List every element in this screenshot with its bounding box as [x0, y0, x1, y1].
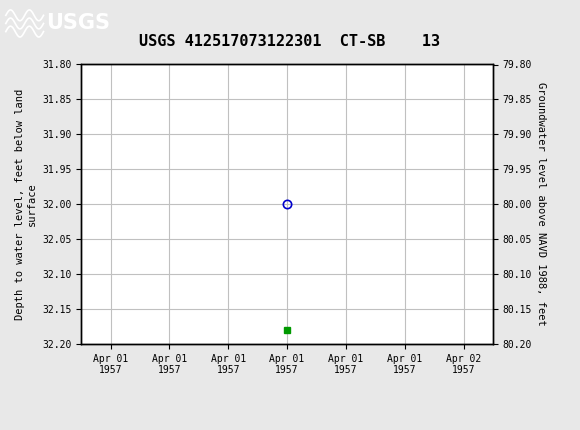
Y-axis label: Depth to water level, feet below land
surface: Depth to water level, feet below land su…	[15, 89, 37, 320]
Y-axis label: Groundwater level above NAVD 1988, feet: Groundwater level above NAVD 1988, feet	[536, 83, 546, 326]
Text: USGS: USGS	[46, 12, 110, 33]
Text: USGS 412517073122301  CT-SB    13: USGS 412517073122301 CT-SB 13	[139, 34, 441, 49]
